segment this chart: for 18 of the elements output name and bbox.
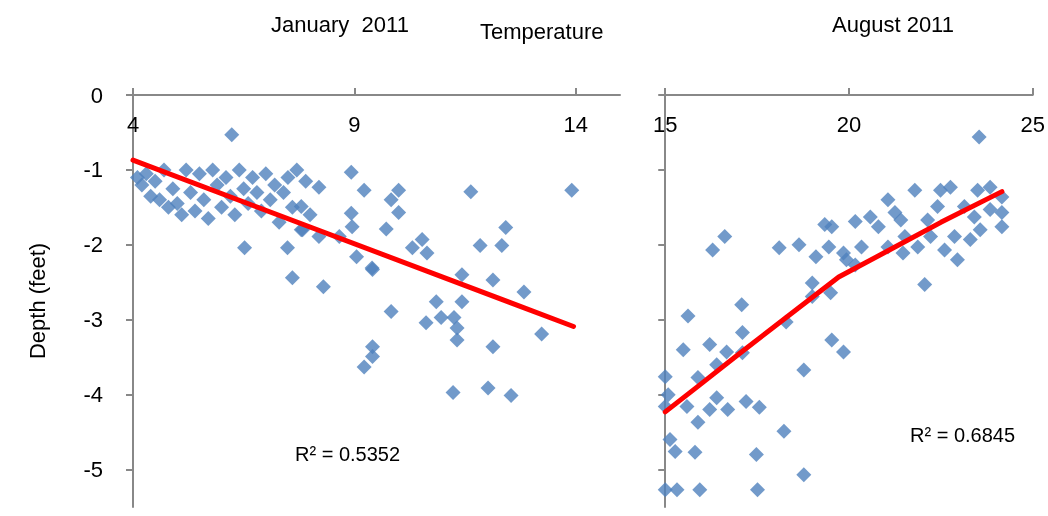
x-tick-label: 14 [563,111,588,137]
y-axis-title: Depth (feet) [24,242,50,360]
y-tick-label: -4 [83,382,103,408]
annotation: R² = 0.5352 [295,443,401,465]
x-tick-label: 9 [348,111,361,137]
chart-title: August 2011 [832,11,954,37]
x-tick-label: 4 [126,111,140,137]
annotation: R² = 0.6845 [910,424,1016,446]
chart-title: January 2011 [271,11,409,37]
x-tick-label: 20 [836,111,862,137]
x-tick-label: 15 [652,111,678,137]
y-tick-label: 0 [90,82,103,108]
y-tick-label: -1 [83,157,103,183]
y-tick-label: -5 [83,457,103,483]
x-axis-title: Temperature [480,18,604,44]
y-tick-label: -3 [83,307,103,333]
y-tick-label: -2 [83,232,103,258]
x-tick-label: 25 [1020,111,1046,137]
